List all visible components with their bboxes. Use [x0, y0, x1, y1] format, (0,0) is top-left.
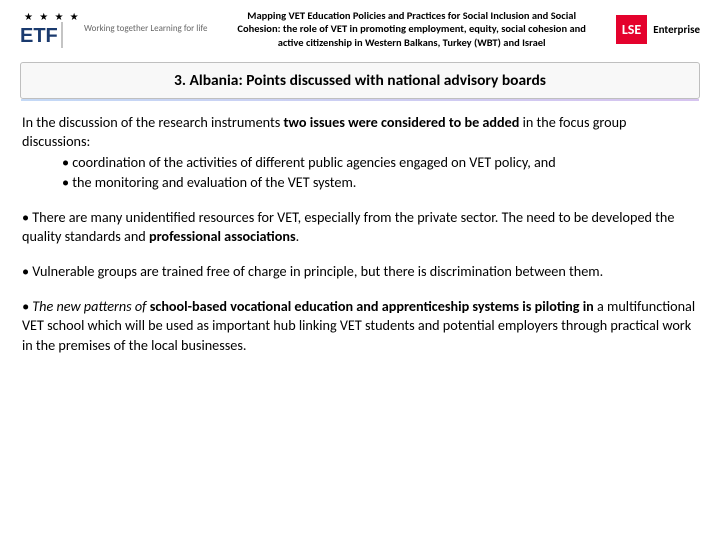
p2-post: . — [296, 227, 300, 245]
title-bar: 3. Albania: Points discussed with nation… — [20, 62, 700, 99]
p4-pre-italic: • The new patterns of — [22, 297, 150, 315]
header: ★ ★ ★ ★ ETF Working together Learning fo… — [0, 0, 720, 54]
svg-text:ETF: ETF — [20, 25, 58, 47]
p1-li1: • coordination of the activities of diff… — [62, 153, 698, 172]
paragraph-2: • There are many unidentified resources … — [22, 208, 698, 246]
etf-logo-icon: ★ ★ ★ ★ ETF — [20, 8, 80, 50]
p2-pre: • There are many unidentified resources … — [22, 208, 674, 245]
project-title: Mapping VET Education Policies and Pract… — [219, 9, 603, 48]
p1-pre: In the discussion of the research instru… — [22, 113, 284, 131]
p4-bold1: school-based vocational education and ap… — [150, 297, 594, 315]
paragraph-4: • The new patterns of school-based vocat… — [22, 297, 698, 355]
etf-tagline: Working together Learning for life — [84, 24, 207, 34]
paragraph-1: In the discussion of the research instru… — [22, 113, 698, 192]
p1-bold: two issues were considered to be added — [284, 113, 520, 131]
lse-label: Enterprise — [653, 23, 700, 36]
slide: ★ ★ ★ ★ ETF Working together Learning fo… — [0, 0, 720, 540]
p1-list: • coordination of the activities of diff… — [22, 153, 698, 191]
etf-logo: ★ ★ ★ ★ ETF Working together Learning fo… — [20, 8, 207, 50]
p2-bold: professional associations — [149, 227, 296, 245]
lse-logo: LSE Enterprise — [616, 15, 700, 44]
p1-li2: • the monitoring and evaluation of the V… — [62, 173, 698, 192]
stars-icon: ★ ★ ★ ★ — [24, 10, 80, 23]
lse-badge: LSE — [616, 15, 647, 44]
paragraph-3: • Vulnerable groups are trained free of … — [22, 262, 698, 281]
body-content: In the discussion of the research instru… — [0, 113, 720, 355]
